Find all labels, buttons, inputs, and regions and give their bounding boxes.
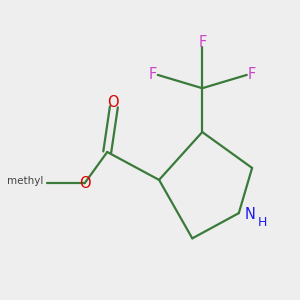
Text: methyl: methyl (7, 176, 44, 186)
Text: F: F (149, 68, 157, 82)
Text: F: F (198, 35, 206, 50)
Text: F: F (247, 68, 256, 82)
Text: H: H (258, 216, 268, 229)
Text: N: N (244, 207, 255, 222)
Text: O: O (107, 95, 118, 110)
Text: O: O (79, 176, 91, 191)
